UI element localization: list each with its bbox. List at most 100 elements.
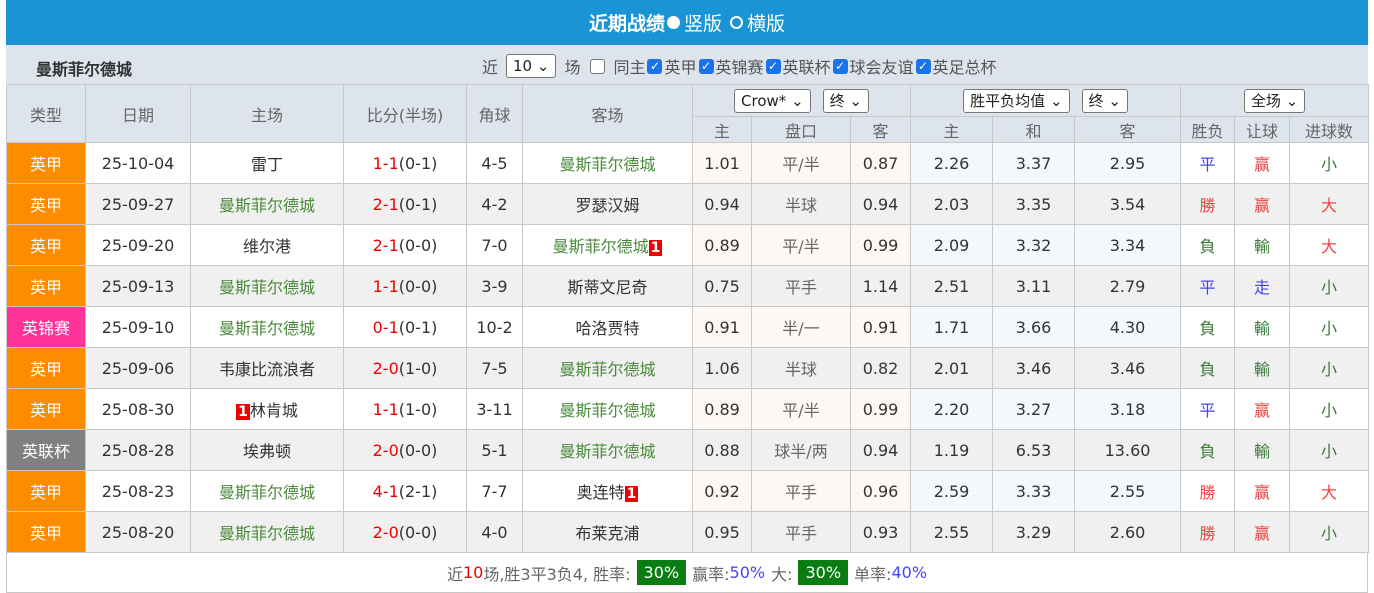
same-home-checkbox[interactable] [590,58,606,74]
home-team-name[interactable]: 曼斯菲尔德城 [218,196,315,215]
home-team[interactable]: 维尔港 [190,224,344,266]
full-score: 1-1 [372,276,399,296]
away-team-name[interactable]: 曼斯菲尔德城 [559,360,656,379]
away-team[interactable]: 曼斯菲尔德城 [522,142,693,184]
league-checkbox[interactable]: ✓ [647,58,663,74]
scope-select[interactable]: 全场 ⌄ [1243,88,1306,113]
home-team-name[interactable]: 曼斯菲尔德城 [218,319,315,338]
home-team[interactable]: 曼斯菲尔德城 [190,511,344,553]
home-team[interactable]: 埃弗顿 [190,429,344,471]
away-team-name[interactable]: 曼斯菲尔德城 [559,155,656,174]
home-team-name[interactable]: 雷丁 [250,155,283,174]
odds-win: 2.55 [910,511,994,553]
radio-horizontal-label[interactable]: 横版 [747,13,786,35]
score[interactable]: 2-0(0-0) [343,511,467,553]
odds-win: 2.09 [910,224,994,266]
league-type[interactable]: 英甲 [6,347,86,389]
league-checkbox[interactable]: ✓ [698,58,714,74]
radio-horizontal[interactable] [730,16,743,29]
away-team[interactable]: 曼斯菲尔德城 1 [522,224,693,266]
home-team-name[interactable]: 曼斯菲尔德城 [218,524,315,543]
league-type[interactable]: 英甲 [6,511,86,553]
away-team[interactable]: 曼斯菲尔德城 [522,429,693,471]
home-team-name[interactable]: 曼斯菲尔德城 [218,483,315,502]
score[interactable]: 2-0(0-0) [343,429,467,471]
away-team[interactable]: 哈洛贾特 [522,306,693,348]
odds-draw: 3.37 [992,142,1076,184]
result-goals: 小 [1289,265,1370,307]
match-date: 25-09-27 [85,183,191,225]
subheader: 胜负 [1180,116,1236,143]
home-team-name[interactable]: 维尔港 [242,237,291,256]
odds-draw: 3.35 [992,183,1076,225]
full-score: 2-0 [372,440,399,460]
away-team-name[interactable]: 奥连特 [576,483,625,502]
away-team-name[interactable]: 斯蒂文尼奇 [567,278,648,297]
home-team[interactable]: 曼斯菲尔德城 [190,183,344,225]
away-team[interactable]: 罗瑟汉姆 [522,183,693,225]
final-select-2[interactable]: 终 ⌄ [1081,88,1128,113]
home-team[interactable]: 曼斯菲尔德城 [190,470,344,512]
home-team-name[interactable]: 埃弗顿 [242,442,291,461]
away-team[interactable]: 曼斯菲尔德城 [522,347,693,389]
league-checkbox[interactable]: ✓ [765,58,781,74]
summary-count: 10 [462,563,484,582]
radio-vertical-label[interactable]: 竖版 [683,13,722,35]
company-select[interactable]: Crow* ⌄ [734,88,811,113]
league-type[interactable]: 英甲 [6,183,86,225]
odds-loss: 2.79 [1074,265,1182,307]
away-team-name[interactable]: 曼斯菲尔德城 [552,237,649,256]
radio-vertical[interactable] [666,16,680,29]
league-type[interactable]: 英甲 [6,142,86,184]
score[interactable]: 4-1(2-1) [343,470,467,512]
odds-select[interactable]: 胜平负均值 ⌄ [963,88,1070,113]
score[interactable]: 0-1(0-1) [343,306,467,348]
score[interactable]: 2-1(0-0) [343,224,467,266]
handicap-header: Crow* ⌄ 终 ⌄ [691,84,912,117]
score[interactable]: 1-1(0-1) [343,142,467,184]
odds-draw: 3.11 [992,265,1076,307]
handicap-line: 半球 [751,347,851,389]
league-type[interactable]: 英锦赛 [6,306,86,348]
away-team-name[interactable]: 布莱克浦 [575,524,640,543]
league-type[interactable]: 英甲 [6,265,86,307]
red-card: 1 [624,486,639,502]
home-team[interactable]: 韦康比流浪者 [190,347,344,389]
away-team-name[interactable]: 曼斯菲尔德城 [559,442,656,461]
away-team-name[interactable]: 曼斯菲尔德城 [559,401,656,420]
away-team-name[interactable]: 罗瑟汉姆 [575,196,640,215]
away-team[interactable]: 布莱克浦 [522,511,693,553]
league-type[interactable]: 英甲 [6,224,86,266]
score[interactable]: 1-1(1-0) [343,388,467,430]
league-type[interactable]: 英甲 [6,388,86,430]
home-team[interactable]: 曼斯菲尔德城 [190,265,344,307]
half-score: (0-0) [398,235,438,255]
score[interactable]: 1-1(0-0) [343,265,467,307]
result-wdl: 勝 [1180,183,1236,225]
full-score: 4-1 [372,481,399,501]
home-team[interactable]: 雷丁 [190,142,344,184]
home-team[interactable]: 1 林肯城 [190,388,344,430]
away-team[interactable]: 奥连特 1 [522,470,693,512]
handicap-home: 0.92 [692,470,752,512]
league-type[interactable]: 英联杯 [6,429,86,471]
score[interactable]: 2-1(0-1) [343,183,467,225]
full-score: 2-0 [372,358,399,378]
league-type[interactable]: 英甲 [6,470,86,512]
count-select[interactable]: 10 ⌄ [506,54,557,78]
league-checkbox[interactable]: ✓ [915,58,931,74]
result-goals: 小 [1289,388,1370,430]
home-team-name[interactable]: 林肯城 [249,401,298,420]
score[interactable]: 2-0(1-0) [343,347,467,389]
away-team[interactable]: 曼斯菲尔德城 [522,388,693,430]
home-team-name[interactable]: 韦康比流浪者 [218,360,315,379]
final-select-1[interactable]: 终 ⌄ [822,88,869,113]
away-team-name[interactable]: 哈洛贾特 [575,319,640,338]
odds-draw: 3.46 [992,347,1076,389]
league-checkbox[interactable]: ✓ [832,58,848,74]
away-team[interactable]: 斯蒂文尼奇 [522,265,693,307]
home-team-name[interactable]: 曼斯菲尔德城 [218,278,315,297]
odds-loss: 13.60 [1074,429,1182,471]
home-team[interactable]: 曼斯菲尔德城 [190,306,344,348]
red-card: 1 [648,240,663,256]
